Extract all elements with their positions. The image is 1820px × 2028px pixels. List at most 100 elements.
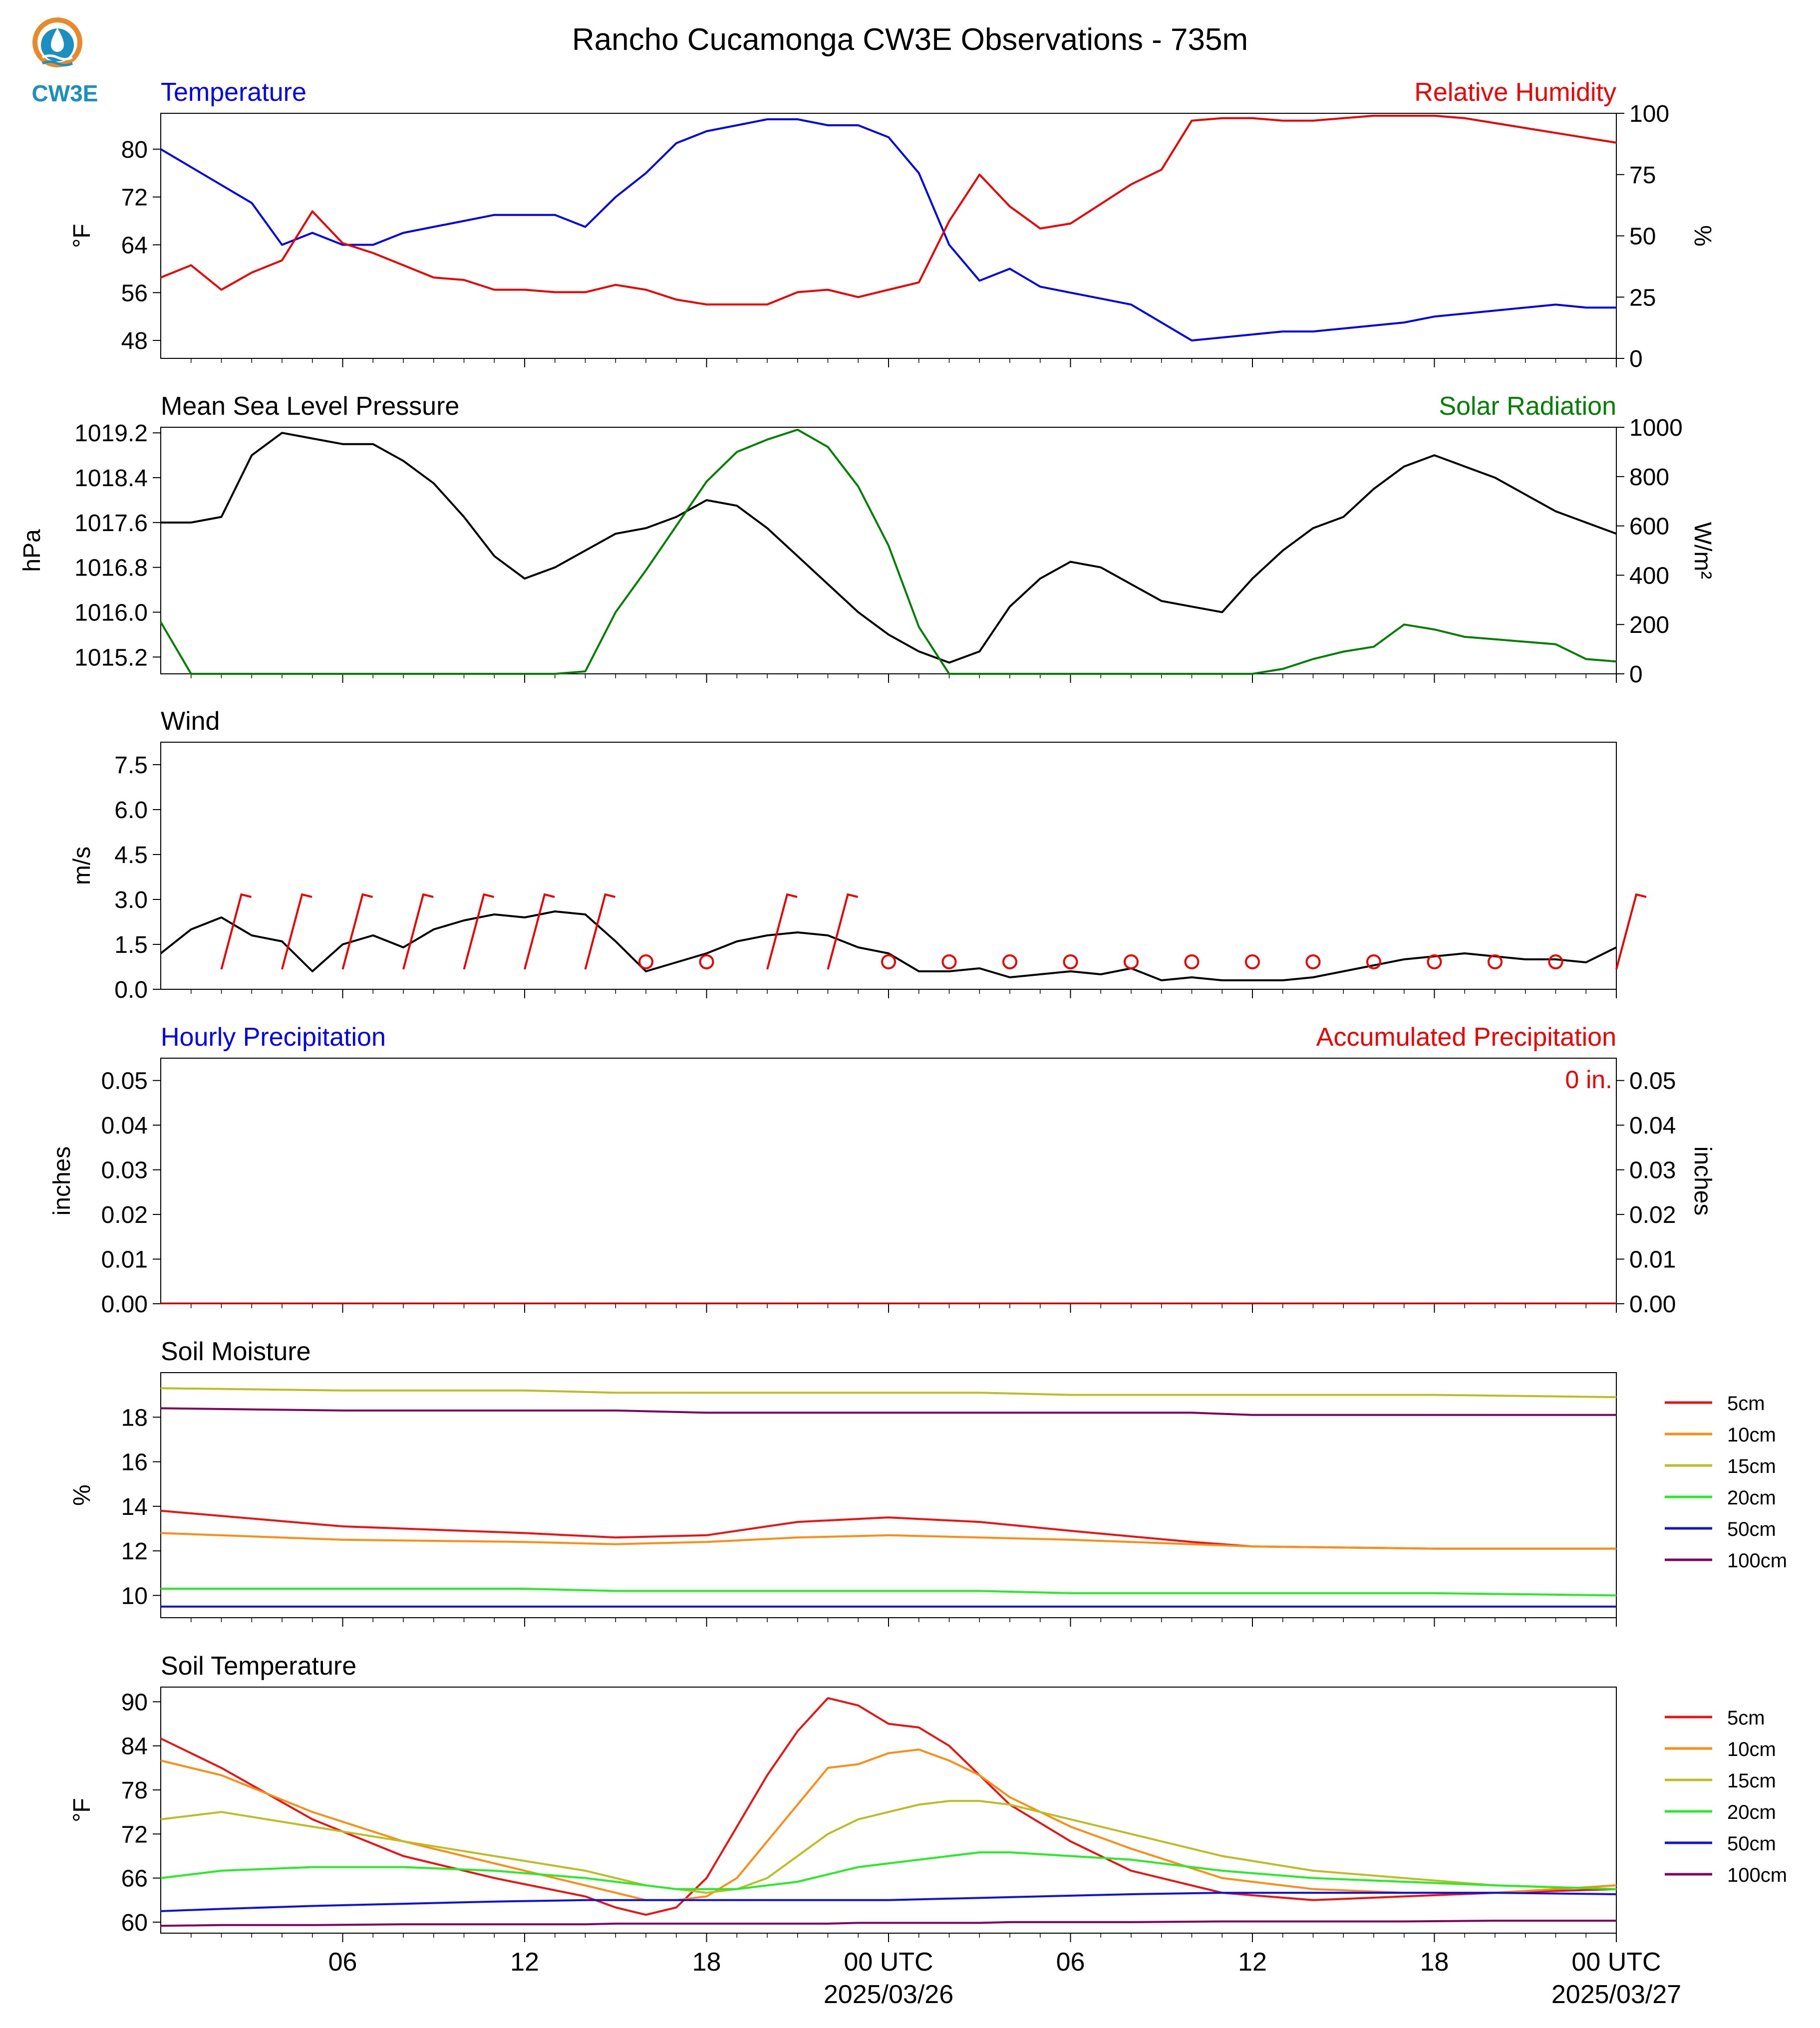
panel-title-left: Hourly Precipitation	[161, 1023, 386, 1052]
y2-tick-label: 400	[1629, 563, 1669, 589]
series-10cm	[160, 1532, 1616, 1550]
series-wind-speed	[160, 910, 1617, 981]
legend-label: 5cm	[1727, 1393, 1765, 1415]
y-axis-label: hPa	[19, 529, 45, 572]
y-tick-label: 66	[121, 1866, 148, 1892]
y2-tick-label: 0.02	[1629, 1202, 1676, 1228]
y-tick-label: 72	[121, 1821, 148, 1848]
panel-pressure-solar: Mean Sea Level Pressure Solar Radiation 10…	[19, 392, 1716, 688]
y-tick-label: 0.00	[101, 1291, 148, 1318]
series-50cm	[160, 1892, 1617, 1912]
panel-title-left: Soil Temperature	[161, 1652, 356, 1681]
wind-calm-marker	[1002, 954, 1017, 969]
y-tick-label: 1015.2	[74, 644, 148, 671]
x-tick-label: 06	[1056, 1948, 1085, 1977]
logo-text: CW3E	[31, 80, 98, 106]
y-axis-label: inches	[49, 1147, 75, 1216]
y-tick-label: 72	[121, 185, 148, 211]
y-tick-label: 1016.0	[74, 600, 148, 626]
legend-label: 100cm	[1727, 1550, 1787, 1572]
y-tick-label: 0.03	[101, 1158, 148, 1184]
x-tick-label: 18	[1420, 1948, 1449, 1977]
series-100cm	[160, 1407, 1616, 1416]
series-100cm	[160, 1920, 1616, 1927]
panel-title-left: Mean Sea Level Pressure	[161, 392, 459, 421]
y2-tick-label: 1000	[1629, 415, 1683, 441]
panel-title-left: Wind	[161, 707, 220, 736]
wind-calm-marker	[881, 954, 896, 969]
y-axis-label: m/s	[69, 847, 95, 885]
cw3e-logo-icon	[30, 15, 85, 105]
y2-tick-label: 0	[1629, 661, 1643, 688]
y-tick-label: 1016.8	[74, 555, 148, 581]
y2-tick-label: 0	[1629, 346, 1643, 372]
panel-title-right: Solar Radiation	[1439, 392, 1616, 421]
legend: 5cm 10cm 15cm 20cm 50cm 100cm	[1665, 1707, 1787, 1886]
series-temperature	[160, 118, 1616, 342]
y-tick-label: 84	[121, 1734, 148, 1760]
y2-axis-label: W/m²	[1689, 522, 1716, 579]
y2-tick-label: 0.03	[1629, 1158, 1676, 1184]
y-tick-label: 0.0	[114, 977, 148, 1003]
panel-soil-temperature: Soil Temperature 90 84 78 72 66 60 °F 5cm 10cm 15c…	[69, 1652, 1787, 1942]
y2-axis-label: inches	[1689, 1147, 1716, 1216]
figure-title: Rancho Cucamonga CW3E Observations - 735…	[572, 22, 1248, 57]
legend-label: 50cm	[1727, 1833, 1776, 1855]
legend-label: 15cm	[1727, 1455, 1776, 1477]
series-15cm	[160, 1387, 1617, 1399]
y2-tick-label: 800	[1629, 464, 1669, 491]
wind-barb	[584, 893, 615, 970]
panel-wind: Wind 7.5 6.0 4.5 3.0 1.5 0.0 m/s	[69, 707, 1647, 1003]
y-tick-label: 1.5	[114, 932, 148, 958]
y-tick-label: 10	[121, 1583, 148, 1609]
y2-tick-label: 100	[1629, 101, 1669, 127]
y-tick-label: 1017.6	[74, 510, 148, 537]
legend-label: 15cm	[1727, 1770, 1776, 1792]
y-tick-label: 56	[121, 280, 148, 306]
y-tick-label: 4.5	[114, 842, 148, 869]
accumulated-annotation: 0 in.	[1565, 1066, 1612, 1094]
series-20cm	[160, 1851, 1617, 1890]
legend-label: 20cm	[1727, 1487, 1776, 1509]
wind-barb	[281, 893, 312, 970]
y-tick-label: 90	[121, 1689, 148, 1716]
y2-tick-label: 75	[1629, 162, 1656, 189]
series-solar-radiation	[160, 428, 1617, 675]
x-tick-label: 12	[510, 1948, 539, 1977]
wind-calm-marker	[1427, 954, 1442, 969]
wind-barb	[463, 893, 494, 970]
wind-barb	[1615, 893, 1647, 970]
panel-temperature-humidity: Temperature Relative Humidity 80 72 64 56 48 °F…	[69, 78, 1716, 372]
wind-calm-marker	[1548, 954, 1563, 969]
wind-calm-marker	[1366, 954, 1381, 969]
x-date-label: 2025/03/27	[1551, 1980, 1681, 2009]
wind-barb	[827, 893, 858, 970]
wind-calm-marker	[1245, 954, 1260, 969]
y-axis-label: °F	[69, 1798, 95, 1822]
wind-barb	[524, 893, 555, 970]
wind-calm-marker	[1124, 954, 1139, 969]
y-tick-label: 12	[121, 1538, 148, 1565]
legend-label: 10cm	[1727, 1424, 1776, 1446]
y-tick-label: 16	[121, 1449, 148, 1476]
series-15cm	[160, 1800, 1617, 1894]
y-tick-label: 3.0	[114, 887, 148, 913]
wind-calm-marker	[1063, 954, 1078, 969]
panel-title-left: Soil Moisture	[161, 1337, 311, 1366]
y2-tick-label: 0.05	[1629, 1068, 1676, 1095]
wind-calm-marker	[1488, 954, 1503, 969]
wind-barb	[341, 893, 373, 970]
series-20cm	[161, 1588, 1617, 1597]
series-pressure	[161, 432, 1617, 664]
wind-calm-marker	[699, 954, 714, 969]
legend-label: 50cm	[1727, 1518, 1776, 1540]
y2-tick-label: 0.00	[1629, 1291, 1676, 1318]
y-tick-label: 1019.2	[74, 420, 148, 447]
y-tick-label: 78	[121, 1777, 148, 1804]
panel-title-right: Accumulated Precipitation	[1316, 1023, 1616, 1052]
legend-label: 5cm	[1727, 1707, 1765, 1729]
y2-tick-label: 600	[1629, 514, 1669, 540]
wind-calm-marker	[638, 954, 653, 969]
y2-tick-label: 50	[1629, 224, 1656, 250]
